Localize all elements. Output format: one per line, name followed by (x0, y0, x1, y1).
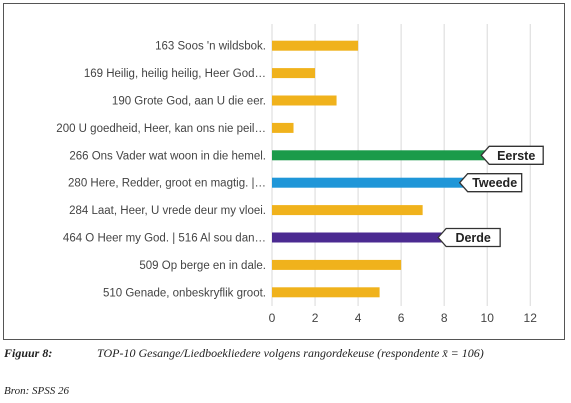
annotation-callout: Eerste (480, 145, 544, 165)
bar (272, 40, 359, 51)
x-tick-label: 0 (269, 311, 276, 325)
category-label: 200 U goedheid, Heer, kan ons nie peil… (56, 123, 266, 135)
bar (272, 68, 316, 79)
bar (272, 122, 294, 133)
bar-chart: 0 2 4 6 8 10 12 163 Soos 'n wildsbok. 169 Heilig… (56, 24, 544, 325)
category-label: 169 Heilig, heilig heilig, Heer God… (84, 68, 266, 80)
chart-frame: 0 2 4 6 8 10 12 163 Soos 'n wildsbok. 169 Heilig… (3, 3, 565, 340)
category-label: 163 Soos 'n wildsbok. (155, 41, 266, 53)
bar (272, 150, 488, 161)
bar (272, 177, 466, 188)
x-tick-label: 6 (398, 311, 405, 325)
x-tick-label: 12 (524, 311, 538, 325)
annotation-callout: Tweede (458, 173, 523, 193)
bar (272, 205, 423, 216)
annotation-text: Derde (455, 231, 490, 245)
annotation-box (458, 173, 523, 193)
category-label: 280 Here, Redder, groot en magtig. |… (68, 178, 266, 190)
annotation-box (480, 145, 544, 165)
category-label: 266 Ons Vader wat woon in die hemel. (69, 150, 266, 162)
figure-caption: TOP-10 Gesange/Liedboekliedere volgens r… (97, 346, 484, 360)
bar (272, 287, 380, 298)
category-label: 190 Grote God, aan U die eer. (112, 96, 266, 108)
x-tick-label: 4 (355, 311, 362, 325)
bar (272, 232, 445, 243)
annotation-text: Tweede (472, 176, 517, 190)
annotation-callout: Derde (437, 227, 501, 248)
category-label: 284 Laat, Heer, U vrede deur my vloei. (69, 205, 266, 217)
source-note: Bron: SPSS 26 (4, 385, 69, 397)
bar (272, 259, 402, 270)
x-tick-label: 10 (481, 311, 495, 325)
category-label: 509 Op berge en in dale. (139, 260, 266, 272)
category-label: 510 Genade, onbeskryflik groot. (103, 287, 266, 299)
annotation-text: Eerste (497, 149, 535, 163)
annotation-box (437, 227, 501, 248)
category-label: 464 O Heer my God. | 516 Al sou dan… (63, 233, 266, 245)
figure-label: Figuur 8: (4, 346, 53, 360)
x-tick-label: 8 (441, 311, 448, 325)
bar (272, 95, 337, 106)
x-tick-label: 2 (312, 311, 319, 325)
